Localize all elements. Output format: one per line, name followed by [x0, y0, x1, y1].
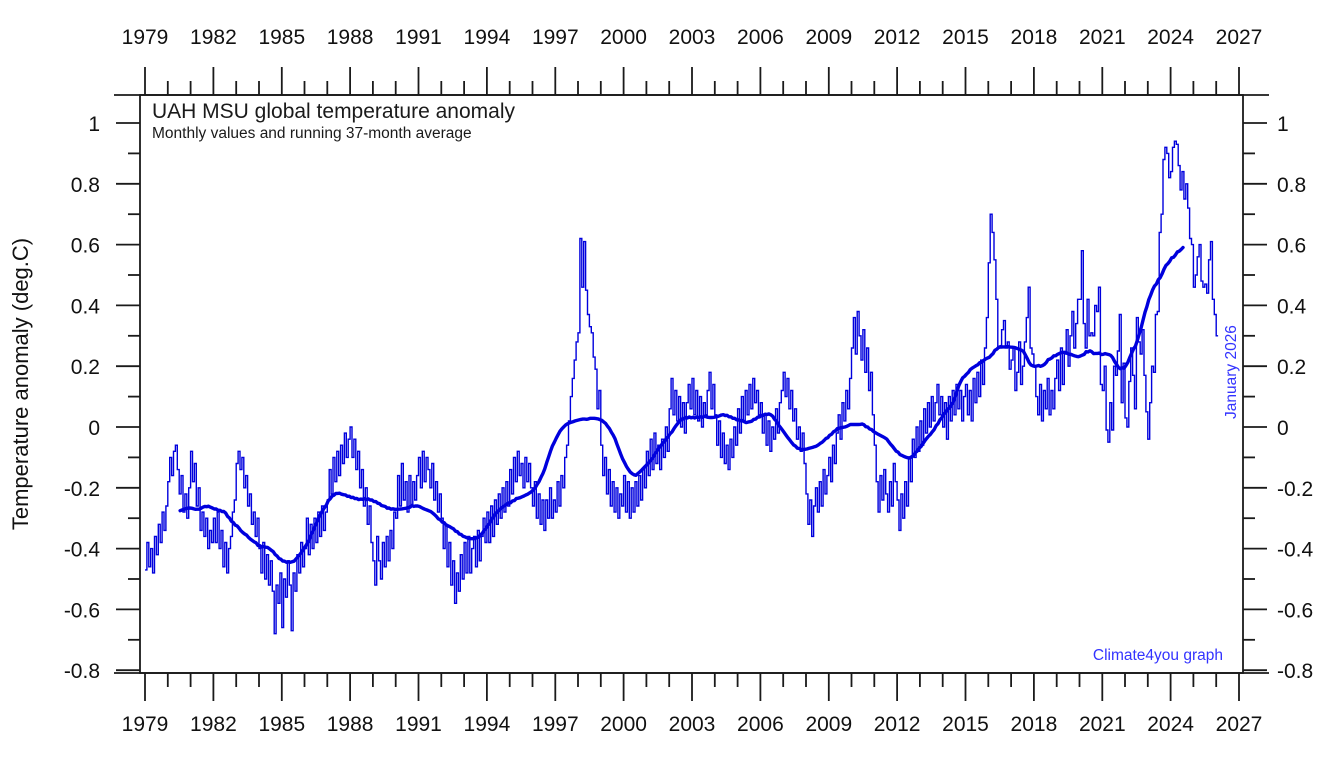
x-tick-label: 2009 — [805, 713, 852, 736]
y-tick-label: -0.2 — [1277, 478, 1313, 501]
x-tick-label: 2021 — [1079, 26, 1126, 49]
y-tick-label: 1 — [1277, 113, 1289, 136]
x-tick-label: 1997 — [532, 26, 579, 49]
x-tick-label: 2015 — [942, 713, 989, 736]
x-tick-label: 1988 — [327, 713, 374, 736]
x-tick-label: 1994 — [464, 713, 511, 736]
y-tick-label: 0.8 — [71, 174, 100, 197]
x-tick-label: 1982 — [190, 713, 237, 736]
x-tick-label: 2003 — [669, 26, 716, 49]
watermark: Climate4you graph — [1093, 647, 1223, 664]
x-tick-label: 1982 — [190, 26, 237, 49]
x-tick-label: 1991 — [395, 713, 442, 736]
y-tick-label: 0 — [1277, 417, 1289, 440]
latest-month-label: January 2026 — [1223, 325, 1240, 419]
running-average-line — [178, 245, 1185, 564]
x-tick-label: 2027 — [1216, 713, 1263, 736]
x-tick-label: 1979 — [122, 713, 169, 736]
x-tick-label: 2006 — [737, 713, 784, 736]
y-tick-label: 0.8 — [1277, 174, 1306, 197]
x-tick-label: 2015 — [942, 26, 989, 49]
x-tick-label: 1994 — [464, 26, 511, 49]
x-tick-label: 2027 — [1216, 26, 1263, 49]
x-tick-label: 2003 — [669, 713, 716, 736]
x-tick-label: 2006 — [737, 26, 784, 49]
y-tick-label: 0 — [88, 417, 100, 440]
y-tick-label: -0.2 — [64, 478, 100, 501]
x-tick-label: 2000 — [600, 26, 647, 49]
y-tick-label: 0.4 — [71, 295, 101, 318]
y-axis-title: Temperature anomaly (deg.C) — [8, 238, 33, 530]
y-tick-label: 1 — [88, 113, 100, 136]
y-tick-label: -0.4 — [64, 539, 101, 562]
y-tick-label: 0.2 — [71, 356, 100, 379]
y-tick-label: 0.6 — [71, 235, 100, 258]
x-tick-label: 1988 — [327, 26, 374, 49]
x-tick-label: 2024 — [1147, 26, 1194, 49]
y-tick-label: -0.6 — [1277, 599, 1313, 622]
y-tick-label: -0.4 — [1277, 539, 1314, 562]
y-tick-label: 0.2 — [1277, 356, 1306, 379]
x-tick-label: 2021 — [1079, 713, 1126, 736]
y-tick-label: 0.4 — [1277, 295, 1307, 318]
x-tick-label: 1991 — [395, 26, 442, 49]
x-tick-label: 2012 — [874, 713, 921, 736]
x-tick-label: 2012 — [874, 26, 921, 49]
axes: 1979 1979 1982 1982 1985 1985 1988 1988 1991 1991… — [64, 26, 1314, 736]
data-series — [145, 140, 1219, 635]
y-tick-label: 0.6 — [1277, 235, 1306, 258]
y-tick-label: -0.6 — [64, 599, 100, 622]
x-tick-label: 2024 — [1147, 713, 1194, 736]
chart-subtitle: Monthly values and running 37-month aver… — [152, 125, 472, 142]
y-tick-label: -0.8 — [64, 660, 100, 683]
x-tick-label: 2009 — [805, 26, 852, 49]
x-tick-label: 2018 — [1011, 713, 1058, 736]
x-tick-label: 1985 — [258, 26, 305, 49]
x-tick-label: 1979 — [122, 26, 169, 49]
x-tick-label: 2000 — [600, 713, 647, 736]
chart-title: UAH MSU global temperature anomaly — [152, 100, 515, 123]
x-tick-label: 2018 — [1011, 26, 1058, 49]
monthly-series-line — [145, 140, 1219, 635]
y-tick-label: -0.8 — [1277, 660, 1313, 683]
x-tick-label: 1997 — [532, 713, 579, 736]
x-tick-label: 1985 — [258, 713, 305, 736]
